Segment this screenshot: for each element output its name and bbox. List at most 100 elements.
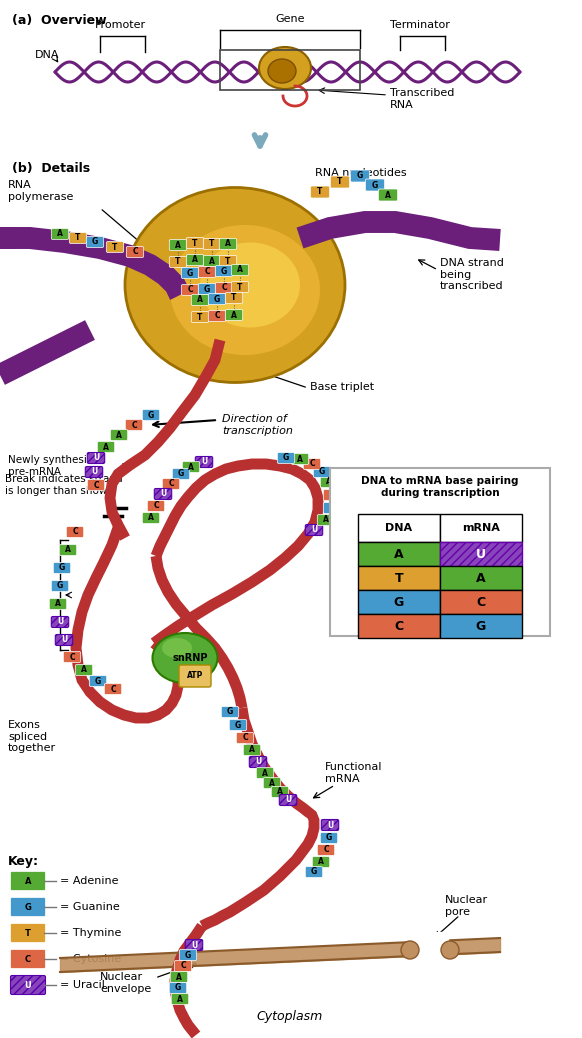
Text: G: G	[227, 708, 233, 716]
Text: U: U	[191, 940, 197, 950]
FancyBboxPatch shape	[208, 310, 226, 322]
Polygon shape	[200, 707, 320, 931]
FancyBboxPatch shape	[215, 266, 233, 276]
FancyBboxPatch shape	[54, 563, 70, 574]
Polygon shape	[0, 320, 95, 385]
Text: T: T	[210, 240, 215, 248]
Text: G: G	[59, 564, 65, 573]
Text: A: A	[297, 455, 303, 464]
FancyBboxPatch shape	[143, 513, 159, 523]
Text: Intron
snipped
and
deleted: Intron snipped and deleted	[352, 490, 396, 535]
FancyBboxPatch shape	[179, 665, 211, 687]
Text: (a)  Overview: (a) Overview	[12, 13, 107, 27]
FancyBboxPatch shape	[203, 239, 221, 249]
FancyBboxPatch shape	[191, 295, 209, 305]
Text: C: C	[187, 285, 193, 295]
Polygon shape	[0, 227, 190, 300]
Text: U: U	[201, 458, 207, 466]
Text: = Thymine: = Thymine	[60, 928, 122, 938]
Text: A: A	[25, 876, 31, 885]
FancyBboxPatch shape	[107, 242, 124, 252]
FancyBboxPatch shape	[154, 489, 172, 499]
Bar	[440, 566, 522, 590]
FancyBboxPatch shape	[186, 254, 204, 266]
Text: T: T	[231, 294, 237, 302]
Circle shape	[441, 941, 459, 959]
Text: Functional
mRNA: Functional mRNA	[325, 762, 382, 784]
Text: G: G	[394, 596, 404, 608]
Text: A: A	[81, 665, 87, 675]
FancyBboxPatch shape	[350, 170, 370, 182]
Text: C: C	[329, 491, 335, 499]
Bar	[440, 542, 522, 566]
Text: U: U	[285, 795, 291, 804]
Bar	[358, 590, 440, 614]
FancyBboxPatch shape	[313, 856, 329, 868]
Text: snRNP: snRNP	[172, 653, 208, 663]
FancyBboxPatch shape	[215, 282, 233, 294]
Text: A: A	[188, 463, 194, 471]
Text: (b)  Details: (b) Details	[12, 162, 90, 175]
FancyBboxPatch shape	[198, 283, 216, 295]
FancyBboxPatch shape	[182, 268, 198, 278]
Polygon shape	[105, 338, 225, 541]
Bar	[358, 542, 440, 566]
Text: Key:: Key:	[8, 855, 39, 868]
Bar	[440, 514, 522, 542]
Text: G: G	[204, 284, 210, 294]
Text: Promoter: Promoter	[94, 20, 146, 30]
FancyBboxPatch shape	[263, 777, 281, 789]
FancyBboxPatch shape	[313, 466, 331, 477]
FancyBboxPatch shape	[186, 238, 204, 248]
FancyBboxPatch shape	[126, 246, 144, 257]
Polygon shape	[151, 555, 247, 709]
Text: Exons
spliced
together: Exons spliced together	[8, 720, 56, 754]
Text: T: T	[192, 239, 198, 247]
Text: Direction of
transcription: Direction of transcription	[222, 414, 293, 436]
FancyBboxPatch shape	[208, 294, 226, 304]
FancyBboxPatch shape	[10, 872, 45, 891]
FancyBboxPatch shape	[271, 787, 289, 797]
Text: A: A	[197, 296, 203, 304]
FancyBboxPatch shape	[277, 453, 294, 464]
Text: A: A	[103, 442, 109, 452]
FancyBboxPatch shape	[320, 832, 338, 844]
Text: A: A	[318, 857, 324, 867]
FancyBboxPatch shape	[172, 468, 190, 480]
Text: A: A	[148, 514, 154, 522]
Text: G: G	[175, 983, 181, 992]
Ellipse shape	[170, 225, 320, 355]
Circle shape	[401, 941, 419, 959]
FancyBboxPatch shape	[331, 176, 350, 188]
Text: T: T	[197, 312, 203, 322]
Text: C: C	[168, 480, 174, 489]
Text: DNA: DNA	[385, 523, 413, 532]
FancyBboxPatch shape	[323, 490, 340, 500]
Polygon shape	[296, 211, 501, 251]
Text: G: G	[311, 868, 317, 876]
Text: A: A	[225, 240, 231, 248]
FancyBboxPatch shape	[111, 430, 127, 440]
FancyBboxPatch shape	[182, 462, 200, 472]
Text: G: G	[372, 181, 378, 190]
Text: G: G	[57, 581, 63, 591]
Text: G: G	[214, 295, 220, 303]
Text: C: C	[132, 247, 138, 256]
Text: T: T	[25, 929, 31, 937]
FancyBboxPatch shape	[174, 960, 191, 972]
FancyBboxPatch shape	[317, 845, 335, 855]
Polygon shape	[151, 459, 324, 648]
FancyBboxPatch shape	[143, 410, 159, 420]
FancyBboxPatch shape	[89, 676, 107, 686]
Text: A: A	[175, 241, 181, 249]
FancyBboxPatch shape	[86, 466, 102, 477]
Text: DNA to mRNA base pairing
during transcription: DNA to mRNA base pairing during transcri…	[361, 476, 519, 497]
Ellipse shape	[200, 243, 300, 328]
Text: = Adenine: = Adenine	[60, 876, 119, 886]
Text: Codon: Codon	[8, 240, 44, 250]
Text: C: C	[110, 684, 116, 693]
FancyBboxPatch shape	[219, 239, 237, 249]
Text: A: A	[192, 255, 198, 265]
Text: C: C	[131, 420, 137, 430]
FancyBboxPatch shape	[225, 293, 243, 303]
